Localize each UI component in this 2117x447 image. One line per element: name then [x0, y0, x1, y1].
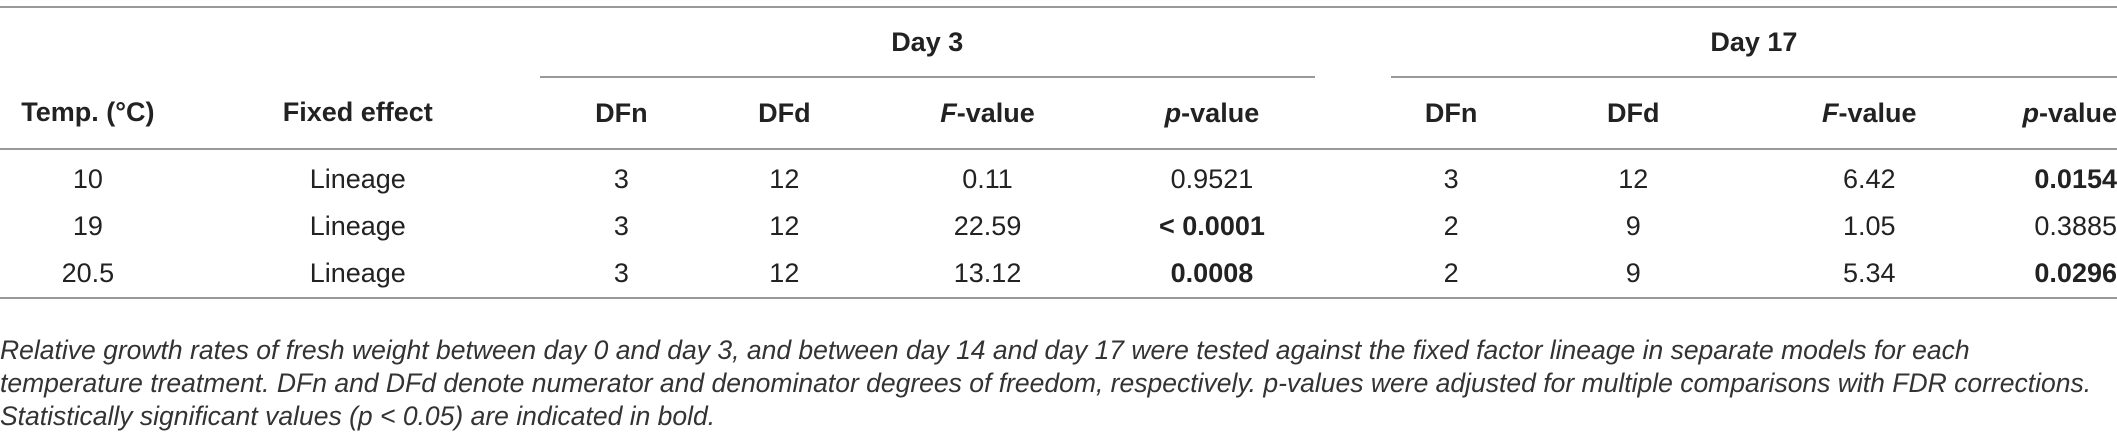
results-table: Day 3 Day 17 Temp. (°C) Fixed effect DFn DFd F…: [0, 6, 2117, 299]
cell: 1.05: [1842, 211, 1896, 241]
cell: 22.59: [953, 211, 1022, 241]
column-header-text: -value: [1838, 97, 1917, 128]
empty-cell: [0, 7, 540, 77]
column-header: DFn: [1390, 77, 1512, 150]
cell: 12: [769, 211, 800, 241]
spacer: [1315, 149, 1391, 203]
column-header-text: p: [1164, 97, 1182, 128]
cell: 9: [1625, 211, 1641, 241]
column-header-text: Temp. (°C): [21, 97, 155, 127]
column-header-text: Fixed effect: [282, 97, 433, 127]
column-header: F-value: [865, 77, 1110, 150]
cell: Lineage: [309, 164, 406, 194]
cell: 12: [769, 258, 800, 288]
group-header-text: Day 17: [1710, 26, 1798, 57]
column-header-text: p: [2022, 97, 2039, 128]
column-header-text: DFd: [1606, 97, 1660, 128]
table-head: Day 3 Day 17 Temp. (°C) Fixed effect DFn DFd F…: [0, 7, 2117, 150]
table-body: 10 Lineage 3 12 0.11 0.9521 3 12 6.42 0.0154 19 Lin…: [0, 149, 2117, 298]
column-header-row: Temp. (°C) Fixed effect DFn DFd F-value p-val…: [0, 77, 2117, 150]
column-header: Fixed effect: [175, 77, 540, 150]
cell: Lineage: [309, 211, 406, 241]
cell: 3: [1443, 164, 1459, 194]
cell: 9: [1625, 258, 1641, 288]
cell: 10: [72, 164, 103, 194]
column-header: F-value: [1754, 77, 1984, 150]
group-header: Day 3: [539, 7, 1315, 78]
column-header-text: DFn: [1424, 97, 1478, 128]
cell: 6.42: [1842, 164, 1896, 194]
cell: 3: [613, 258, 629, 288]
cell: 5.34: [1842, 258, 1896, 288]
cell: 0.0154: [2034, 164, 2117, 194]
spacer: [1314, 77, 1391, 150]
cell: 13.12: [953, 258, 1022, 288]
cell: 0.0296: [2034, 258, 2117, 288]
cell: 19: [72, 211, 103, 241]
group-header: Day 17: [1390, 7, 2117, 78]
data-row: 20.5 Lineage 3 12 13.12 0.0008 2 9 5.34 0.0296: [0, 250, 2117, 298]
cell: 2: [1443, 211, 1459, 241]
cell: 0.3885: [2034, 211, 2117, 241]
column-header-text: -value: [956, 97, 1035, 128]
data-row: 10 Lineage 3 12 0.11 0.9521 3 12 6.42 0.0154: [0, 149, 2117, 203]
column-header-text: DFd: [758, 97, 811, 128]
spacer: [1315, 7, 1391, 77]
column-header-text: F: [1821, 97, 1839, 128]
column-header: p-value: [1983, 77, 2117, 150]
cell: 20.5: [61, 258, 115, 288]
group-header-text: Day 3: [891, 26, 964, 57]
cell: 3: [613, 211, 629, 241]
column-header-text: -value: [2038, 97, 2117, 128]
footnote: Relative growth rates of fresh weight be…: [0, 335, 2092, 431]
spacer: [1315, 250, 1391, 298]
column-header: p-value: [1109, 77, 1315, 150]
cell: < 0.0001: [1159, 211, 1265, 241]
table-wrap: Day 3 Day 17 Temp. (°C) Fixed effect DFn DFd F…: [0, 6, 2117, 299]
cell: 0.9521: [1170, 164, 1254, 194]
column-header: DFd: [702, 77, 866, 150]
cell: 12: [769, 164, 800, 194]
cell: 2: [1443, 258, 1459, 288]
column-header-text: DFn: [595, 97, 648, 128]
cell: 0.11: [962, 164, 1013, 194]
data-row: 19 Lineage 3 12 22.59 < 0.0001 2 9 1.05 0.3885: [0, 203, 2117, 250]
cell: 0.0008: [1170, 258, 1254, 288]
column-header: DFn: [539, 77, 703, 150]
column-header-text: -value: [1181, 97, 1260, 128]
column-header: DFd: [1511, 77, 1755, 150]
column-header-text: F: [940, 97, 957, 128]
cell: 3: [613, 164, 629, 194]
column-header: Temp. (°C): [0, 77, 176, 150]
spacer: [1315, 203, 1391, 250]
cell: 12: [1618, 164, 1649, 194]
cell: Lineage: [309, 258, 406, 288]
group-header-row: Day 3 Day 17: [0, 7, 2117, 78]
